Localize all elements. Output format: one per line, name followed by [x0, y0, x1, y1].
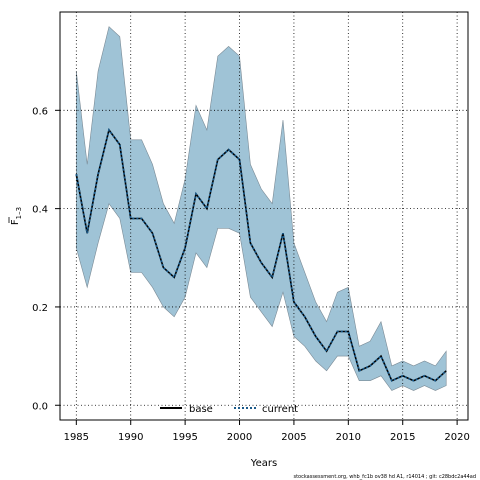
x-tick-label: 1995 — [172, 432, 197, 443]
y-axis-label: F1–3 — [8, 207, 23, 225]
series-line-current — [75, 127, 447, 382]
y-axis-label-main: F — [10, 219, 21, 225]
x-tick-label: 2015 — [390, 432, 415, 443]
x-tick-label: 1985 — [64, 432, 89, 443]
x-tick-label: 2005 — [281, 432, 306, 443]
x-tick-label: 1990 — [118, 432, 143, 443]
x-axis-label: Years — [250, 458, 277, 469]
svg-text:F1–3: F1–3 — [10, 207, 23, 225]
x-axis-ticks: 1985 1990 1995 2000 2005 2010 2015 2020 — [64, 420, 470, 443]
footnote: stockassessment.org, whb_fc1b ov38 hd A1… — [293, 474, 476, 480]
confidence-band-layer — [76, 26, 447, 391]
legend-base-label: base — [189, 404, 213, 415]
y-axis-label-sub: 1–3 — [15, 207, 23, 219]
y-tick-label: 0.6 — [32, 106, 48, 117]
y-tick-label: 0.4 — [32, 205, 48, 216]
legend: base current — [160, 404, 298, 415]
x-tick-label: 2020 — [444, 432, 469, 443]
confidence-band — [76, 26, 447, 391]
y-axis-ticks: 0.0 0.2 0.4 0.6 — [32, 106, 60, 412]
legend-current-label: current — [262, 404, 298, 415]
series-lines — [75, 127, 447, 382]
plot-frame — [59, 11, 469, 421]
gridlines — [60, 12, 468, 420]
x-tick-label: 2000 — [227, 432, 252, 443]
y-tick-label: 0.0 — [32, 401, 48, 412]
y-tick-label: 0.2 — [32, 303, 48, 314]
x-tick-label: 2010 — [336, 432, 361, 443]
